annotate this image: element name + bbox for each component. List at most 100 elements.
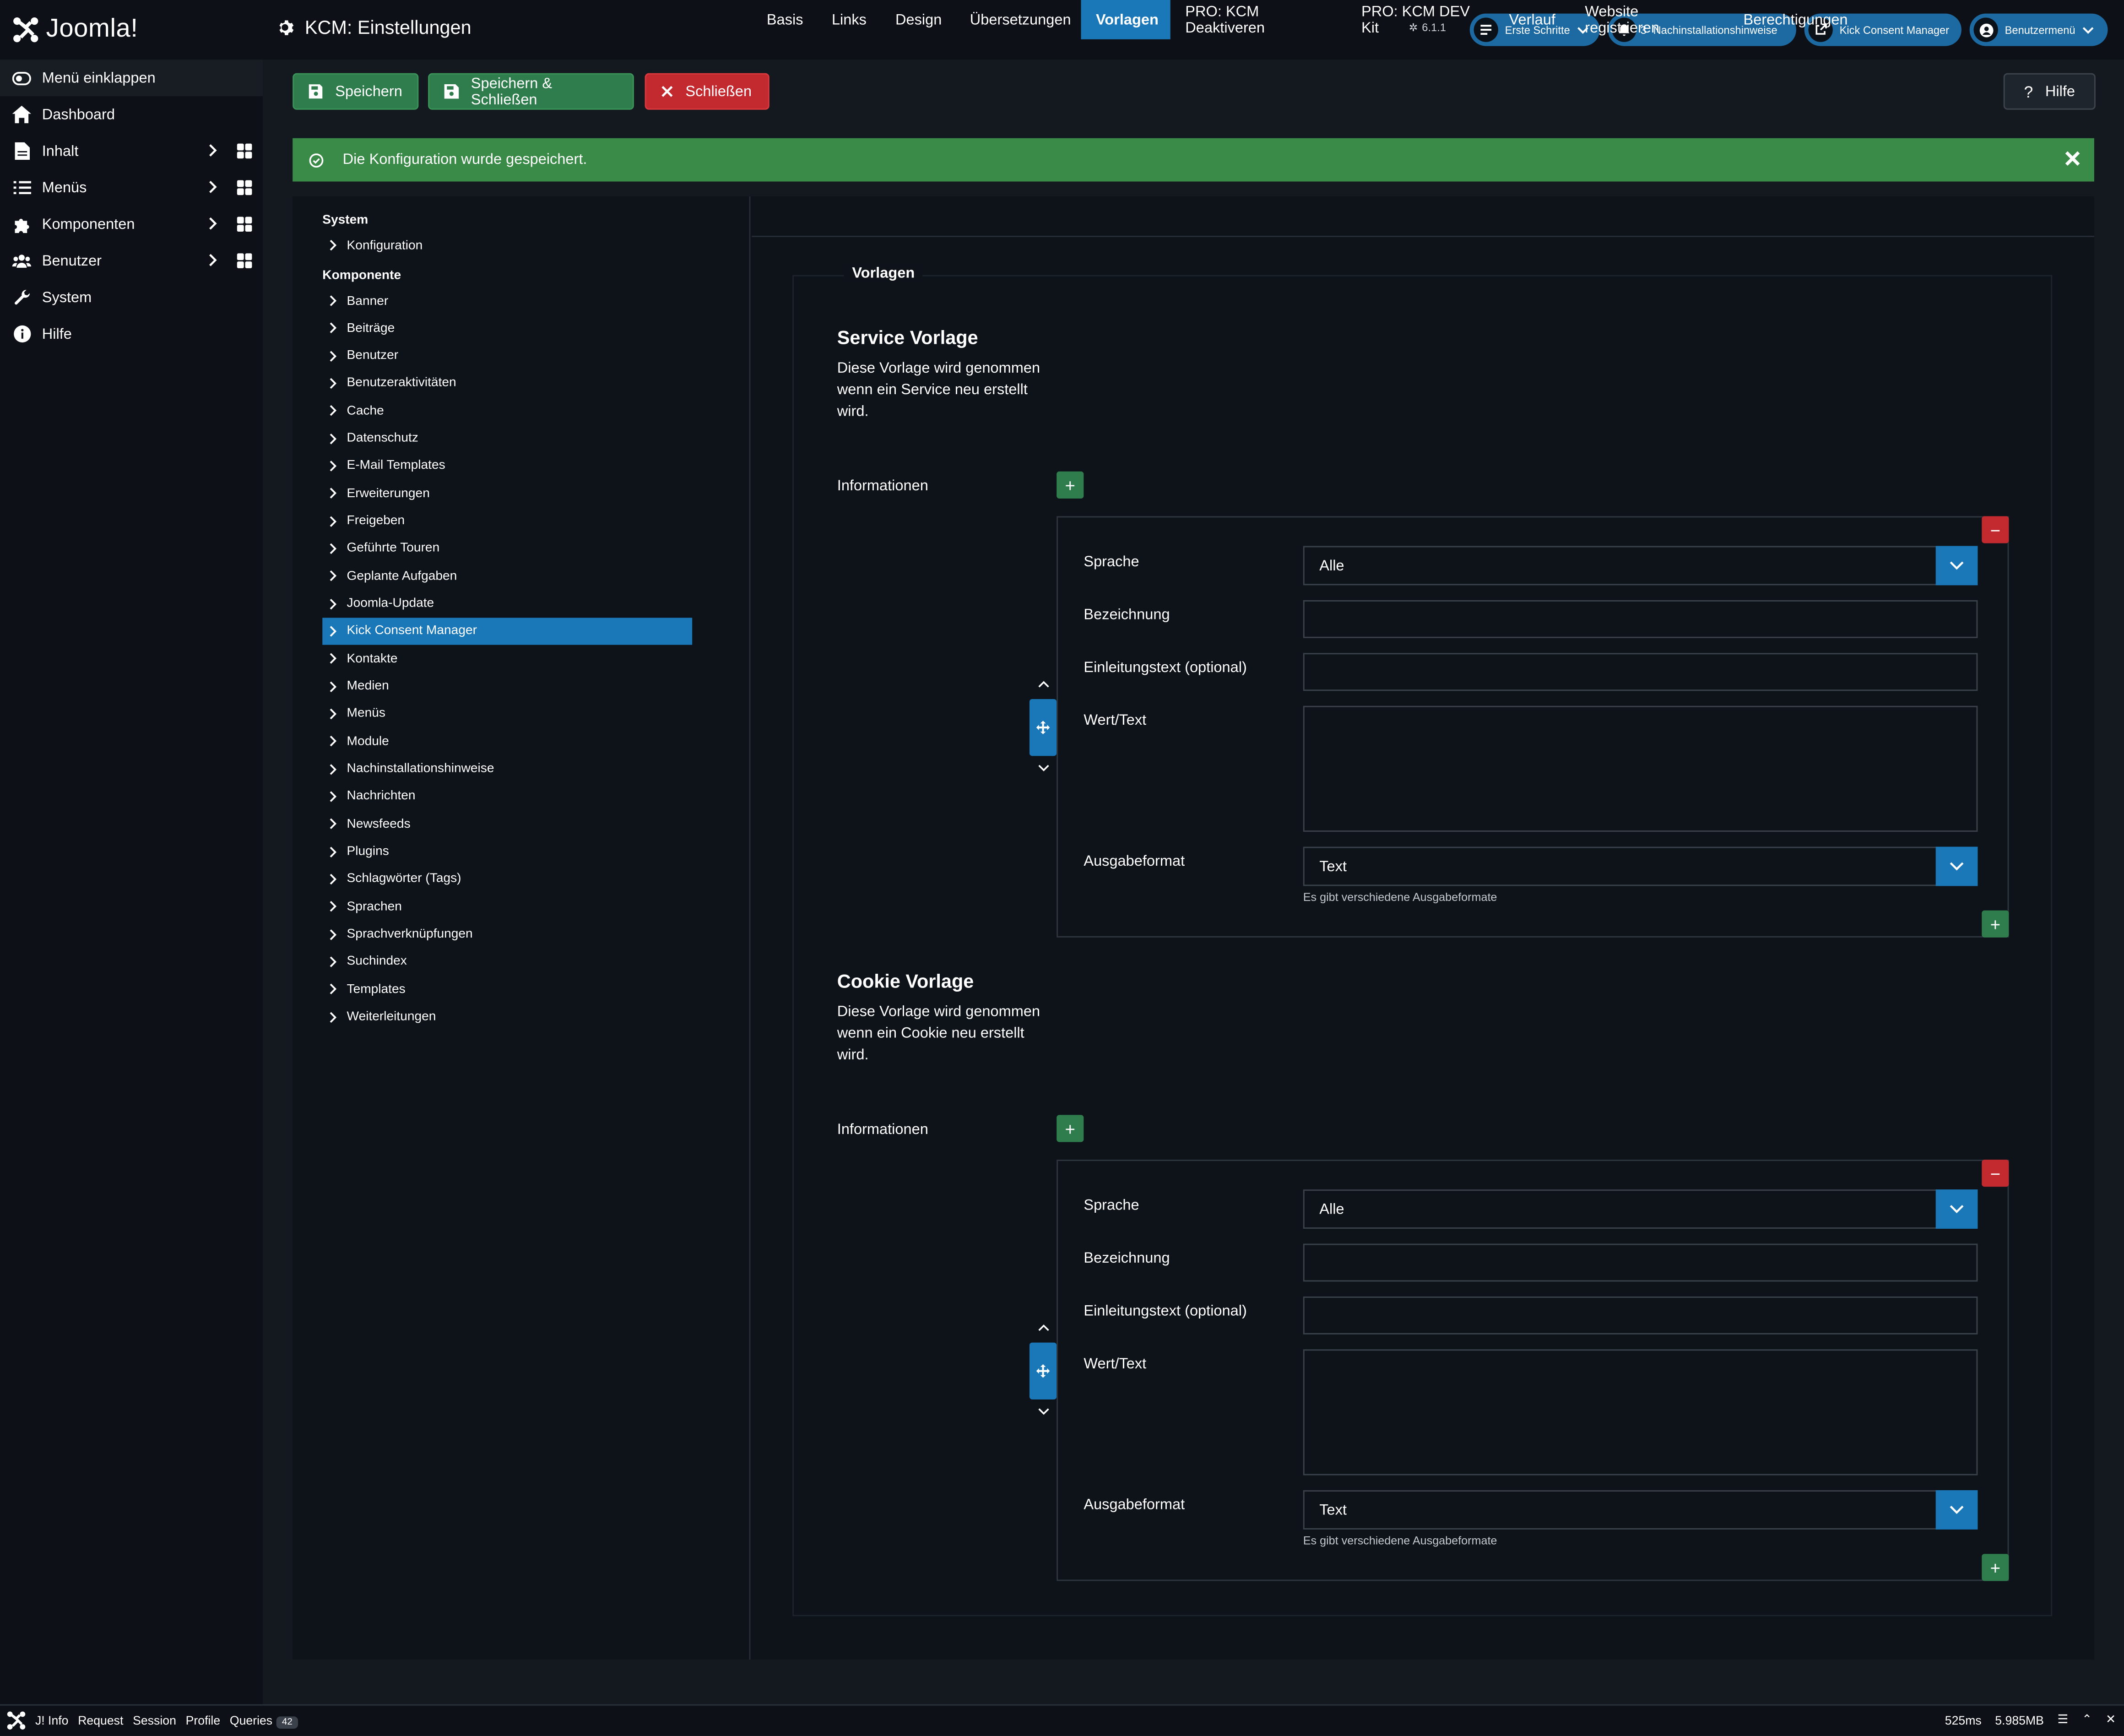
tree-item-benutzer[interactable]: Benutzer [322,342,692,369]
tree-item-templates[interactable]: Templates [322,976,692,1003]
service-move-down-button[interactable] [1036,763,1050,774]
sidebar-item-help[interactable]: Hilfe [0,315,263,352]
chevron-down-icon [1037,765,1049,771]
tree-item-benutzeraktivitaten[interactable]: Benutzeraktivitäten [322,370,692,397]
tree-item-newsfeeds[interactable]: Newsfeeds [322,810,692,837]
tree-item-kontakte[interactable]: Kontakte [322,645,692,672]
debug-settings-icon[interactable]: ☰ [2057,1712,2069,1726]
tree-item-beitrage[interactable]: Beiträge [322,315,692,342]
sidebar-item-users[interactable]: Benutzer [0,243,263,279]
service-add-after-button[interactable]: + [1982,910,2009,938]
tree-item-cache[interactable]: Cache [322,397,692,424]
dashboard-grid-icon[interactable] [237,253,252,268]
tree-item-konfiguration[interactable]: Konfiguration [322,232,692,259]
debug-tab-profile[interactable]: Profile [185,1714,221,1727]
tree-item-module[interactable]: Module [322,728,692,755]
service-value-textarea[interactable] [1303,705,1978,832]
tree-item-sprachverknupfungen[interactable]: Sprachverknüpfungen [322,921,692,948]
cookie-language-select[interactable]: Alle [1303,1189,1978,1229]
debug-tab-info[interactable]: J! Info [35,1714,69,1727]
tree-item-menus[interactable]: Menüs [322,700,692,727]
joomla-logo[interactable]: Joomla! [11,14,138,46]
cookie-add-row-button[interactable]: + [1057,1115,1084,1142]
tree-item-banner[interactable]: Banner [322,287,692,314]
tree-item-kick-consent-manager[interactable]: Kick Consent Manager [322,618,693,645]
service-add-row-button[interactable]: + [1057,471,1084,499]
tree-item-erweiterungen[interactable]: Erweiterungen [322,480,692,507]
tree-item-weiterleitungen[interactable]: Weiterleitungen [322,1004,692,1031]
cookie-move-up-button[interactable] [1036,1322,1050,1333]
select-toggle[interactable] [1935,1490,1978,1530]
close-button[interactable]: Schließen [645,73,769,110]
sidebar-item-system[interactable]: System [0,279,263,316]
tab-ubersetzungen[interactable]: Übersetzungen [970,11,1071,28]
dashboard-grid-icon[interactable] [237,143,252,159]
debug-restore-icon[interactable]: ⌃ [2082,1712,2092,1726]
tree-item-sprachen[interactable]: Sprachen [322,893,692,920]
cookie-add-after-button[interactable]: + [1982,1554,2009,1581]
tree-item-nachinstallationshinweise[interactable]: Nachinstallationshinweise [322,755,692,782]
joomla-debug-icon[interactable] [5,1710,27,1731]
service-name-input[interactable] [1303,600,1978,638]
debug-tab-request[interactable]: Request [78,1714,124,1727]
tree-item-geplante-aufgaben[interactable]: Geplante Aufgaben [322,563,692,590]
tab-pro-kcm-deaktiveren[interactable]: PRO: KCM Deaktiveren [1185,3,1265,36]
service-drag-handle[interactable] [1029,699,1057,756]
tree-item-joomla-update[interactable]: Joomla-Update [322,590,692,617]
tree-item-datenschutz[interactable]: Datenschutz [322,425,692,452]
sidebar-item-collapse-menu[interactable]: Menü einklappen [0,60,263,97]
tree-item-freigeben[interactable]: Freigeben [322,508,692,535]
site-link-button[interactable]: Kick Consent Manager [1804,13,1961,46]
save-button[interactable]: Speichern [293,73,419,110]
debug-tab-queries[interactable]: Queries 42 [230,1713,298,1728]
tab-basis[interactable]: Basis [766,11,803,28]
select-toggle[interactable] [1935,846,1978,886]
help-button[interactable]: ? Hilfe [2003,73,2096,110]
user-menu-button[interactable]: Benutzermenü [1969,13,2108,46]
service-language-select[interactable]: Alle [1303,546,1978,586]
tab-website-registrieren[interactable]: Website registrieren [1585,3,1660,36]
service-intro-label: Einleitungstext (optional) [1084,660,1247,676]
cookie-intro-input[interactable] [1303,1296,1978,1335]
tree-item-nachrichten[interactable]: Nachrichten [322,783,692,810]
dashboard-grid-icon[interactable] [237,180,252,195]
sidebar-item-components[interactable]: Komponenten [0,206,263,243]
save-and-close-button[interactable]: Speichern & Schließen [428,73,634,110]
debug-tab-session[interactable]: Session [133,1714,176,1727]
select-toggle[interactable] [1935,1189,1978,1229]
tree-item-e-mail-templates[interactable]: E-Mail Templates [322,452,692,479]
cookie-remove-row-button[interactable]: − [1982,1160,2009,1187]
cookie-drag-handle[interactable] [1029,1342,1057,1400]
service-intro-input[interactable] [1303,653,1978,691]
guided-tours-button[interactable]: Erste Schritte [1469,13,1600,46]
tree-item-gefuhrte-touren[interactable]: Geführte Touren [322,535,692,562]
service-remove-row-button[interactable]: − [1982,516,2009,543]
tab-links[interactable]: Links [831,11,867,28]
tree-item-schlagworter-tags[interactable]: Schlagwörter (Tags) [322,866,692,893]
tab-berechtigungen[interactable]: Berechtigungen [1743,11,1848,28]
external-link-icon [1808,17,1833,42]
cookie-name-input[interactable] [1303,1243,1978,1282]
debug-close-icon[interactable]: ✕ [2105,1712,2116,1726]
sidebar-item-menus[interactable]: Menüs [0,169,263,206]
tree-item-plugins[interactable]: Plugins [322,838,692,865]
language-select-value: Alle [1319,557,1344,574]
tab-pro-kcm-dev-kit[interactable]: PRO: KCM DEV Kit [1361,3,1470,36]
select-toggle[interactable] [1935,546,1978,586]
alert-close-icon[interactable] [2063,149,2082,168]
cookie-value-textarea[interactable] [1303,1349,1978,1476]
cookie-move-down-button[interactable] [1036,1406,1050,1417]
tab-design[interactable]: Design [895,11,942,28]
tab-verlauf[interactable]: Verlauf [1509,11,1555,28]
service-move-up-button[interactable] [1036,679,1050,690]
chevron-right-icon [330,515,337,526]
sidebar-item-dashboard[interactable]: Dashboard [0,96,263,133]
sidebar-item-content[interactable]: Inhalt [0,133,263,169]
service-format-select[interactable]: Text [1303,846,1978,886]
dashboard-grid-icon[interactable] [237,217,252,232]
tree-item-suchindex[interactable]: Suchindex [322,948,692,975]
tab-vorlagen[interactable]: Vorlagen [1081,0,1170,39]
cookie-format-select[interactable]: Text [1303,1490,1978,1530]
post-install-messages-button[interactable]: 3 Nachinstallationshinweise [1608,13,1796,46]
tree-item-medien[interactable]: Medien [322,673,692,700]
